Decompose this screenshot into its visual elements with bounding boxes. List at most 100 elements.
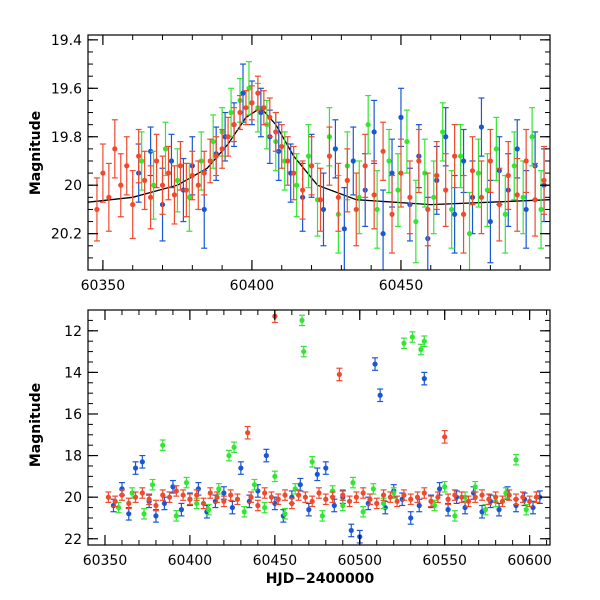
bottom-series-2-point bbox=[241, 509, 247, 515]
top-series-3-point bbox=[532, 197, 538, 203]
top-y-tick-label: 20.2 bbox=[51, 227, 82, 243]
top-series-3-point bbox=[308, 163, 315, 169]
top-series-3-point bbox=[243, 105, 249, 111]
top-series-3-point bbox=[225, 134, 231, 140]
top-series-3-point bbox=[469, 168, 476, 174]
top-series-2-point bbox=[386, 158, 392, 164]
top-series-2-point bbox=[374, 206, 380, 213]
bottom-series-3-point bbox=[302, 494, 309, 500]
top-series-3-point bbox=[165, 170, 172, 176]
bottom-series-3-point bbox=[367, 496, 373, 502]
top-series-3-point bbox=[147, 194, 154, 200]
top-series-3-point bbox=[300, 187, 306, 193]
bottom-series-2-point bbox=[409, 334, 416, 340]
bottom-series-2-point bbox=[149, 482, 156, 488]
top-series-3-point bbox=[255, 90, 261, 96]
bottom-series-3-point bbox=[173, 488, 179, 494]
bottom-series-3-point bbox=[139, 490, 145, 496]
bottom-series-3-point bbox=[533, 494, 540, 500]
top-series-1-point bbox=[258, 109, 264, 116]
bottom-series-2-point bbox=[160, 442, 166, 448]
top-series-3-point bbox=[291, 170, 297, 176]
top-series-3-point bbox=[353, 206, 359, 213]
bottom-series-3-point bbox=[459, 494, 465, 500]
top-series-3-point bbox=[407, 194, 413, 200]
top-series-2-point bbox=[210, 138, 216, 145]
top-series-1-point bbox=[380, 231, 386, 237]
top-series-2-point bbox=[174, 177, 181, 183]
bottom-x-tick-label: 60450 bbox=[253, 553, 298, 569]
bottom-series-2-point bbox=[370, 486, 376, 492]
bottom-series-2-point bbox=[360, 509, 366, 515]
top-series-3-point bbox=[142, 177, 148, 183]
bottom-series-2-point bbox=[523, 507, 529, 513]
bottom-series-3-point bbox=[387, 494, 393, 500]
top-series-3-point bbox=[106, 194, 112, 200]
top-series-2-point bbox=[538, 206, 544, 213]
bottom-series-1-point bbox=[221, 490, 227, 496]
bottom-series-3-point bbox=[207, 490, 213, 496]
bottom-series-1-point bbox=[445, 507, 451, 513]
top-series-2-point bbox=[457, 153, 464, 159]
top-series-3-point bbox=[124, 163, 130, 169]
bottom-series-3-point bbox=[248, 494, 254, 500]
bottom-series-2-point bbox=[231, 444, 237, 450]
top-series-3-point bbox=[195, 182, 201, 188]
top-series-2-point bbox=[365, 122, 371, 128]
bottom-series-3-point bbox=[445, 496, 451, 502]
bottom-series-3-point bbox=[200, 500, 207, 507]
top-series-3-point bbox=[452, 153, 458, 159]
bottom-series-3-point bbox=[527, 498, 533, 504]
bottom-series-3-point bbox=[336, 371, 342, 378]
bottom-series-3-point bbox=[435, 494, 441, 500]
top-series-3-point bbox=[541, 177, 547, 183]
top-series-3-point bbox=[279, 143, 285, 150]
bottom-series-2-point bbox=[442, 484, 448, 490]
bottom-series-2-point bbox=[216, 486, 222, 492]
top-series-1-point bbox=[389, 170, 395, 176]
top-series-3-point bbox=[130, 201, 136, 208]
top-series-3-point bbox=[153, 158, 160, 164]
bottom-series-3-point bbox=[340, 492, 346, 498]
bottom-series-3-point bbox=[401, 492, 407, 498]
bottom-series-2-point bbox=[472, 484, 478, 490]
top-series-3-point bbox=[478, 194, 485, 200]
bottom-series-2-point bbox=[482, 507, 489, 513]
bottom-series-1-point bbox=[170, 484, 176, 490]
bottom-series-3-point bbox=[214, 494, 220, 500]
bottom-series-3-point bbox=[126, 500, 132, 507]
bottom-series-3-point bbox=[255, 502, 261, 509]
top-series-3-point bbox=[267, 114, 273, 120]
bottom-series-3-point bbox=[428, 498, 434, 504]
bottom-series-3-point bbox=[394, 498, 400, 504]
top-series-3-point bbox=[434, 172, 440, 179]
top-series-2-point bbox=[186, 194, 192, 200]
bottom-series-2-point bbox=[431, 502, 438, 509]
bottom-x-tick-label: 60600 bbox=[507, 553, 552, 569]
bottom-series-1-point bbox=[297, 482, 303, 488]
top-series-1-point bbox=[341, 226, 347, 232]
top-plot-area bbox=[88, 61, 550, 270]
bottom-series-1-point bbox=[323, 465, 329, 471]
bottom-series-3-point bbox=[146, 496, 152, 502]
bottom-series-2-point bbox=[226, 452, 232, 459]
top-series-1-point bbox=[443, 134, 449, 140]
bottom-series-2-point bbox=[350, 480, 356, 486]
bottom-series-2-point bbox=[513, 457, 519, 463]
top-series-1-point bbox=[452, 211, 458, 217]
bottom-series-2-point bbox=[262, 504, 268, 511]
bottom-series-1-point bbox=[377, 392, 383, 398]
top-y-tick-label: 19.6 bbox=[51, 81, 82, 97]
bottom-series-1-point bbox=[331, 502, 337, 509]
bottom-series-2-point bbox=[452, 513, 458, 519]
top-series-3-point bbox=[273, 129, 279, 135]
top-x-tick-label: 60350 bbox=[81, 278, 126, 294]
bottom-series-1-point bbox=[139, 459, 145, 465]
bottom-y-tick-label: 20 bbox=[64, 490, 82, 506]
bottom-series-3-point bbox=[282, 492, 288, 498]
bottom-series-3-point bbox=[221, 498, 227, 504]
top-series-3-point bbox=[231, 122, 237, 128]
top-series-3-point bbox=[505, 172, 511, 179]
bottom-series-2-point bbox=[205, 507, 212, 513]
bottom-series-2-point bbox=[292, 486, 298, 492]
